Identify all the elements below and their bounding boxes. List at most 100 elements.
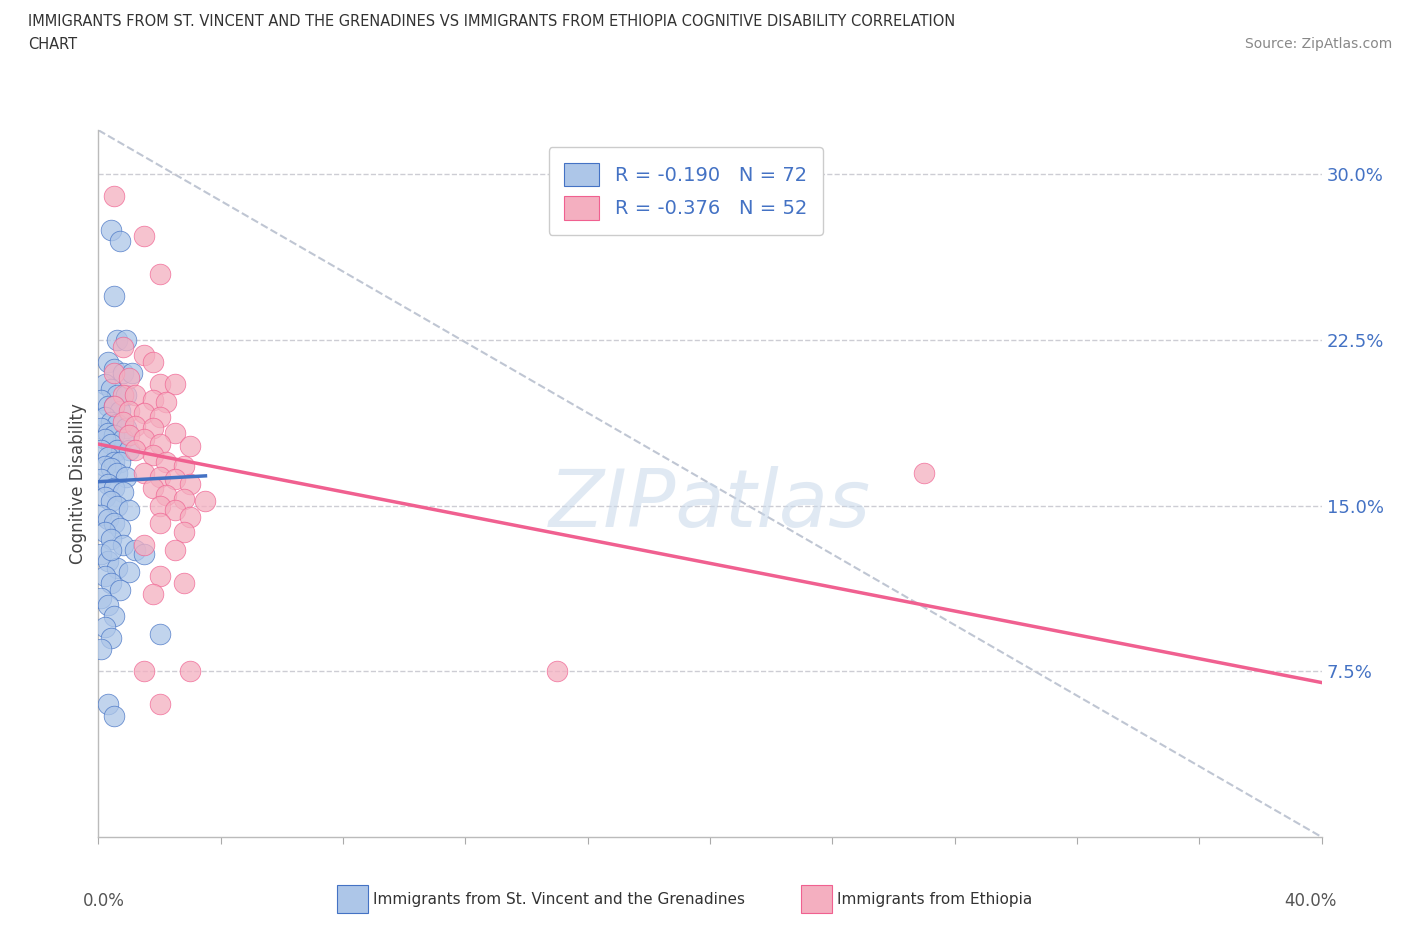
Point xyxy=(97,553,120,568)
Point xyxy=(124,388,146,403)
Point xyxy=(124,542,146,557)
Point xyxy=(149,470,172,485)
Point xyxy=(90,547,112,562)
Point xyxy=(111,365,134,380)
Point xyxy=(100,494,122,509)
Point xyxy=(90,591,112,606)
Point xyxy=(90,472,112,486)
Point xyxy=(142,447,165,462)
Point xyxy=(111,538,134,553)
Point xyxy=(90,421,112,436)
Point xyxy=(100,542,122,557)
Point xyxy=(103,288,125,303)
Point xyxy=(105,443,128,458)
Point xyxy=(108,233,131,248)
Point xyxy=(103,365,125,380)
Point xyxy=(155,394,177,409)
Point xyxy=(108,521,131,536)
Text: Immigrants from St. Vincent and the Grenadines: Immigrants from St. Vincent and the Gren… xyxy=(373,892,745,907)
Point xyxy=(546,664,568,679)
Point xyxy=(179,476,201,491)
Point xyxy=(111,339,134,354)
Point xyxy=(93,432,115,447)
Point xyxy=(103,516,125,531)
Point xyxy=(121,365,143,380)
Point xyxy=(118,404,141,418)
Text: Source: ZipAtlas.com: Source: ZipAtlas.com xyxy=(1244,37,1392,51)
Point xyxy=(163,425,186,440)
Point xyxy=(100,415,122,430)
Point xyxy=(115,421,138,436)
Point xyxy=(103,399,125,414)
Point xyxy=(93,377,115,392)
Point xyxy=(173,458,195,473)
Point xyxy=(149,498,172,513)
Point xyxy=(173,492,195,507)
Point xyxy=(134,465,156,480)
Point xyxy=(155,487,177,502)
Point xyxy=(118,428,141,443)
Point xyxy=(103,428,125,443)
Point xyxy=(155,454,177,469)
Point xyxy=(134,405,156,420)
Text: CHART: CHART xyxy=(28,37,77,52)
Point xyxy=(163,472,186,486)
Point xyxy=(124,418,146,433)
Point xyxy=(194,494,217,509)
Point xyxy=(97,450,120,465)
Point xyxy=(179,439,201,454)
Point xyxy=(118,370,141,385)
Point xyxy=(149,627,172,642)
Point xyxy=(111,485,134,500)
Point xyxy=(97,598,120,613)
Point xyxy=(142,392,165,407)
Point xyxy=(103,189,125,204)
Point xyxy=(100,436,122,451)
Point xyxy=(90,392,112,407)
Point xyxy=(100,576,122,591)
Point xyxy=(103,708,125,723)
Point xyxy=(115,470,138,485)
Point xyxy=(142,421,165,436)
Legend: R = -0.190   N = 72, R = -0.376   N = 52: R = -0.190 N = 72, R = -0.376 N = 52 xyxy=(548,147,823,235)
Point xyxy=(93,619,115,634)
Point xyxy=(124,443,146,458)
Text: IMMIGRANTS FROM ST. VINCENT AND THE GRENADINES VS IMMIGRANTS FROM ETHIOPIA COGNI: IMMIGRANTS FROM ST. VINCENT AND THE GREN… xyxy=(28,14,955,29)
Point xyxy=(97,476,120,491)
Point xyxy=(134,664,156,679)
Point xyxy=(134,229,156,244)
Point xyxy=(179,664,201,679)
Point xyxy=(103,362,125,377)
Point xyxy=(118,565,141,579)
Point xyxy=(97,399,120,414)
Point xyxy=(149,698,172,712)
Point xyxy=(90,507,112,522)
Point xyxy=(100,222,122,237)
Point xyxy=(100,381,122,396)
Point xyxy=(173,525,195,539)
Point xyxy=(105,417,128,432)
Point xyxy=(163,503,186,518)
Point xyxy=(111,415,134,430)
Point xyxy=(149,569,172,584)
Point xyxy=(108,404,131,418)
Point xyxy=(142,587,165,602)
Point xyxy=(134,432,156,447)
Text: 0.0%: 0.0% xyxy=(83,892,125,910)
Point xyxy=(163,377,186,392)
Point xyxy=(105,465,128,480)
Point xyxy=(179,510,201,525)
Point xyxy=(97,698,120,712)
Point xyxy=(105,333,128,348)
Text: Immigrants from Ethiopia: Immigrants from Ethiopia xyxy=(837,892,1032,907)
Point xyxy=(108,454,131,469)
Point xyxy=(93,410,115,425)
Point xyxy=(90,642,112,657)
Point xyxy=(103,481,125,496)
Point xyxy=(105,498,128,513)
Point xyxy=(173,576,195,591)
Point xyxy=(118,443,141,458)
Point xyxy=(149,410,172,425)
Point xyxy=(90,443,112,458)
Point xyxy=(163,542,186,557)
